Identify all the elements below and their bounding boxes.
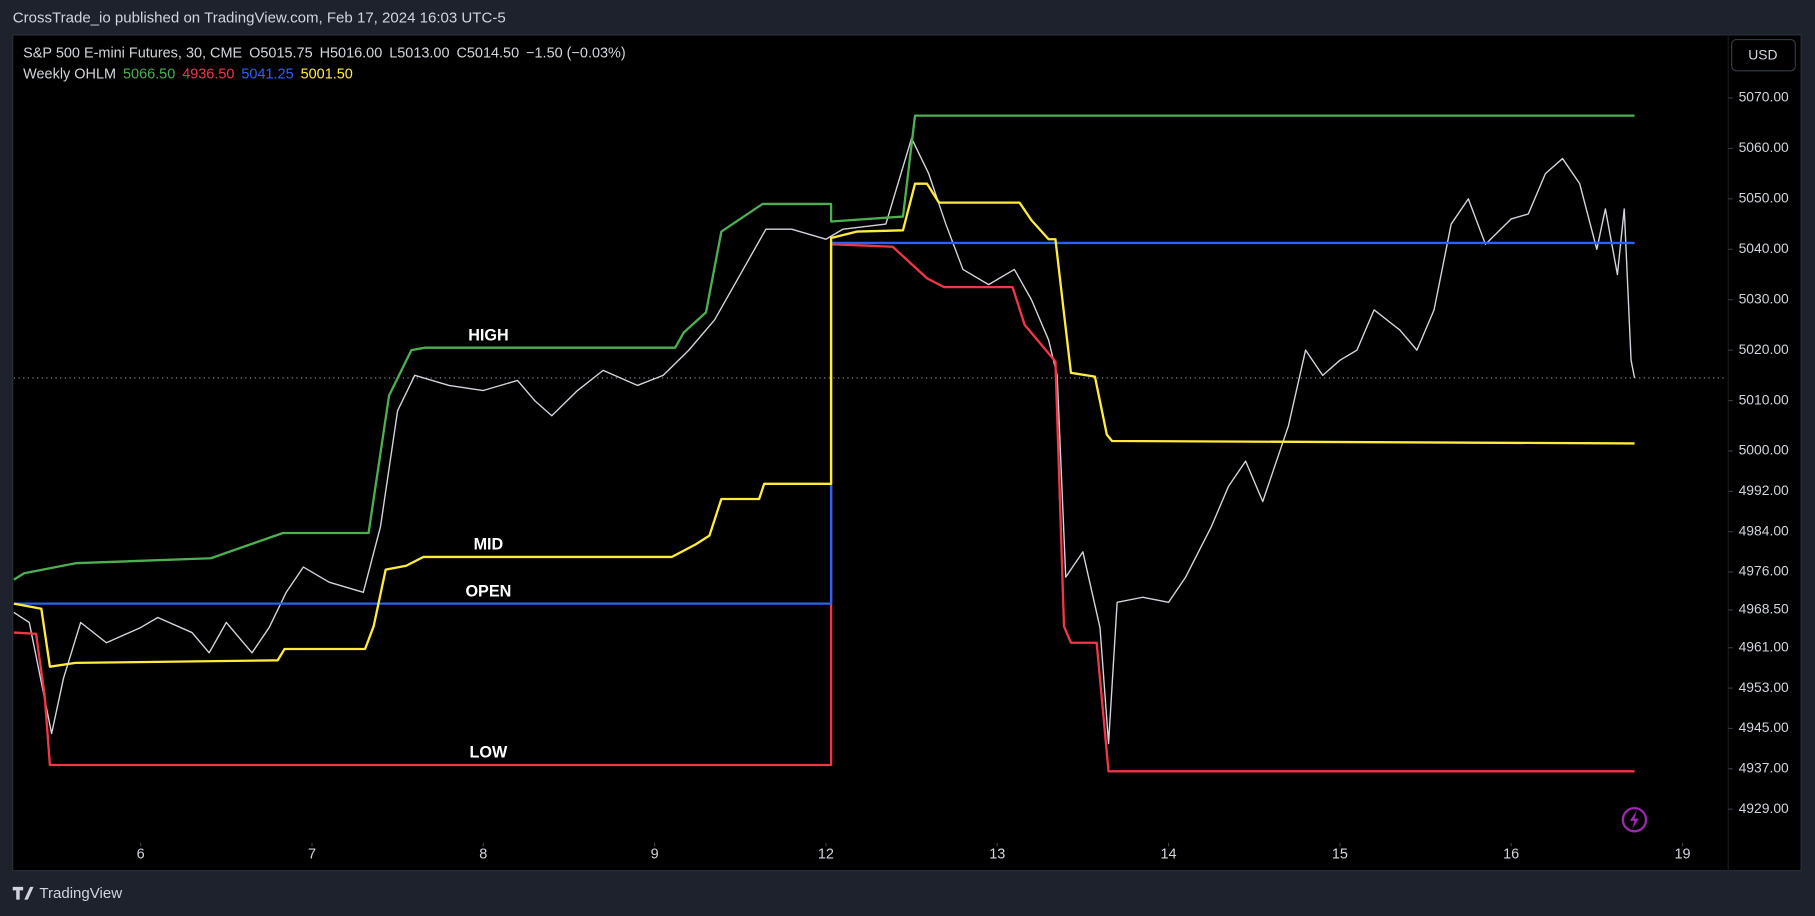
- indicator-value: 5041.25: [241, 66, 293, 82]
- ohlc-value: −1.50 (−0.03%): [526, 45, 626, 61]
- y-tick-label: 4984.00: [1739, 522, 1789, 538]
- series-label: MID: [474, 536, 504, 554]
- y-tick-label: 4937.00: [1739, 759, 1789, 775]
- x-tick-label: 14: [1161, 846, 1177, 862]
- chart-pane: [12, 34, 1802, 872]
- y-tick-label: 5030.00: [1739, 290, 1789, 306]
- x-tick-label: 16: [1503, 846, 1519, 862]
- y-tick-label: 4929.00: [1739, 800, 1789, 816]
- y-tick-label: 5050.00: [1739, 190, 1789, 206]
- series-label: LOW: [470, 744, 508, 762]
- symbol-legend: S&P 500 E-mini Futures, 30, CME O5015.75 H…: [23, 45, 626, 61]
- y-tick-label: 5020.00: [1739, 341, 1789, 357]
- x-tick-label: 12: [818, 846, 834, 862]
- alert-icon[interactable]: [1621, 806, 1648, 833]
- y-tick-label: 4992.00: [1739, 482, 1789, 498]
- x-tick-label: 15: [1332, 846, 1348, 862]
- x-tick-label: 19: [1674, 846, 1690, 862]
- indicator-legend: Weekly OHLM 5066.50 4936.50 5041.25 5001.50: [23, 66, 353, 82]
- y-tick-label: 4961.00: [1739, 638, 1789, 654]
- x-tick-label: 13: [989, 846, 1005, 862]
- y-tick-label: 5000.00: [1739, 442, 1789, 458]
- series-label: OPEN: [465, 582, 511, 600]
- ohlc-value: C5014.50: [456, 45, 519, 61]
- x-tick-label: 6: [137, 846, 145, 862]
- indicator-name: Weekly OHLM: [23, 66, 116, 82]
- y-tick-label: 5070.00: [1739, 89, 1789, 105]
- indicator-value: 5001.50: [301, 66, 353, 82]
- brand: TradingView: [39, 885, 122, 902]
- plot: S&P 500 E-mini Futures, 30, CME O5015.75 H…: [13, 45, 1789, 862]
- ohlm-line: [13, 114, 1635, 581]
- ohlc-value: L5013.00: [389, 45, 449, 61]
- y-tick-label: 4953.00: [1739, 679, 1789, 695]
- alert-bolt: [1629, 810, 1640, 829]
- y-tick-label: 5060.00: [1739, 139, 1789, 155]
- ohlm-line: [13, 182, 1635, 668]
- price-line-series: [13, 137, 1636, 745]
- attribution: CrossTrade_io published on TradingView.c…: [13, 10, 506, 27]
- series-label: HIGH: [468, 326, 508, 344]
- ohlm-line: [13, 243, 1635, 773]
- x-tick-label: 9: [651, 846, 659, 862]
- symbol: S&P 500 E-mini Futures, 30, CME: [23, 45, 242, 61]
- currency-button[interactable]: [1731, 38, 1796, 72]
- indicator-value: 4936.50: [182, 66, 234, 82]
- y-tick-label: 5010.00: [1739, 391, 1789, 407]
- x-tick-label: 8: [479, 846, 487, 862]
- indicator-value: 5066.50: [123, 66, 175, 82]
- ohlc-value: H5016.00: [320, 45, 383, 61]
- y-tick-label: 4976.00: [1739, 563, 1789, 579]
- x-tick-label: 7: [308, 846, 316, 862]
- y-tick-label: 5040.00: [1739, 240, 1789, 256]
- ohlc-value: O5015.75: [249, 45, 313, 61]
- brand-logo: [12, 886, 34, 900]
- currency[interactable]: USD: [1748, 46, 1777, 62]
- y-tick-label: 4945.00: [1739, 719, 1789, 735]
- y-tick-label: 4968.50: [1739, 601, 1789, 617]
